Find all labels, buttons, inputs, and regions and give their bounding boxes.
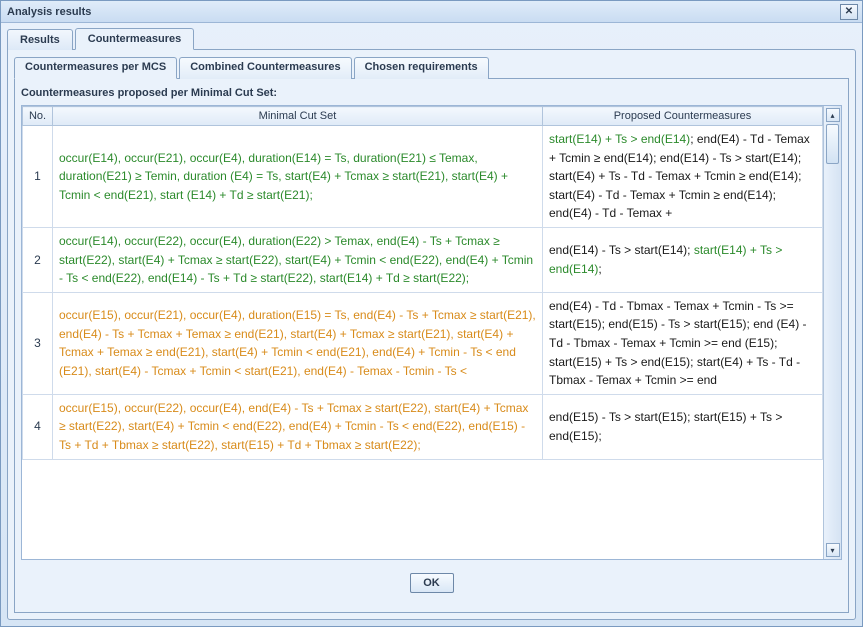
subtab-combined[interactable]: Combined Countermeasures bbox=[179, 57, 351, 79]
subtab-chosen[interactable]: Chosen requirements bbox=[354, 57, 489, 79]
close-icon: ✕ bbox=[845, 6, 853, 17]
table-row[interactable]: 3occur(E15), occur(E21), occur(E4), dura… bbox=[23, 292, 823, 394]
table-row[interactable]: 1occur(E14), occur(E21), occur(E4), dura… bbox=[23, 126, 823, 228]
main-tabs: Results Countermeasures bbox=[1, 23, 862, 49]
cell-mcs: occur(E15), occur(E21), occur(E4), durat… bbox=[53, 292, 543, 394]
analysis-window: Analysis results ✕ Results Countermeasur… bbox=[0, 0, 863, 627]
cell-no: 4 bbox=[23, 394, 53, 459]
main-panel: Countermeasures per MCS Combined Counter… bbox=[7, 49, 856, 620]
button-row: OK bbox=[21, 560, 842, 606]
ok-button[interactable]: OK bbox=[410, 573, 454, 593]
col-mcs: Minimal Cut Set bbox=[53, 107, 543, 126]
col-cm: Proposed Countermeasures bbox=[543, 107, 823, 126]
scroll-down-button[interactable]: ▾ bbox=[826, 543, 840, 557]
cell-mcs: occur(E15), occur(E22), occur(E4), end(E… bbox=[53, 394, 543, 459]
cell-cm: start(E14) + Ts > end(E14); end(E4) - Td… bbox=[543, 126, 823, 228]
vertical-scrollbar[interactable]: ▴ ▾ bbox=[823, 106, 841, 559]
table-row[interactable]: 4occur(E15), occur(E22), occur(E4), end(… bbox=[23, 394, 823, 459]
table-row[interactable]: 2occur(E14), occur(E22), occur(E4), dura… bbox=[23, 227, 823, 292]
cm-table: No. Minimal Cut Set Proposed Countermeas… bbox=[22, 106, 823, 460]
cell-cm: end(E4) - Td - Tbmax - Temax + Tcmin - T… bbox=[543, 292, 823, 394]
cell-mcs: occur(E14), occur(E22), occur(E4), durat… bbox=[53, 227, 543, 292]
titlebar: Analysis results ✕ bbox=[1, 1, 862, 23]
scroll-up-button[interactable]: ▴ bbox=[826, 108, 840, 122]
col-no: No. bbox=[23, 107, 53, 126]
cell-mcs: occur(E14), occur(E21), occur(E4), durat… bbox=[53, 126, 543, 228]
cell-no: 3 bbox=[23, 292, 53, 394]
close-button[interactable]: ✕ bbox=[840, 4, 858, 20]
table-wrap: No. Minimal Cut Set Proposed Countermeas… bbox=[21, 105, 842, 560]
tab-countermeasures[interactable]: Countermeasures bbox=[75, 28, 195, 50]
cell-cm: end(E14) - Ts > start(E14); start(E14) +… bbox=[543, 227, 823, 292]
window-title: Analysis results bbox=[7, 6, 91, 18]
subtab-per-mcs[interactable]: Countermeasures per MCS bbox=[14, 57, 177, 79]
sub-tabs: Countermeasures per MCS Combined Counter… bbox=[12, 54, 851, 78]
table-caption: Countermeasures proposed per Minimal Cut… bbox=[21, 87, 842, 99]
tab-results[interactable]: Results bbox=[7, 29, 73, 50]
cell-no: 2 bbox=[23, 227, 53, 292]
scroll-thumb[interactable] bbox=[826, 124, 839, 164]
sub-panel: Countermeasures proposed per Minimal Cut… bbox=[14, 78, 849, 613]
cell-cm: end(E15) - Ts > start(E15); start(E15) +… bbox=[543, 394, 823, 459]
cell-no: 1 bbox=[23, 126, 53, 228]
